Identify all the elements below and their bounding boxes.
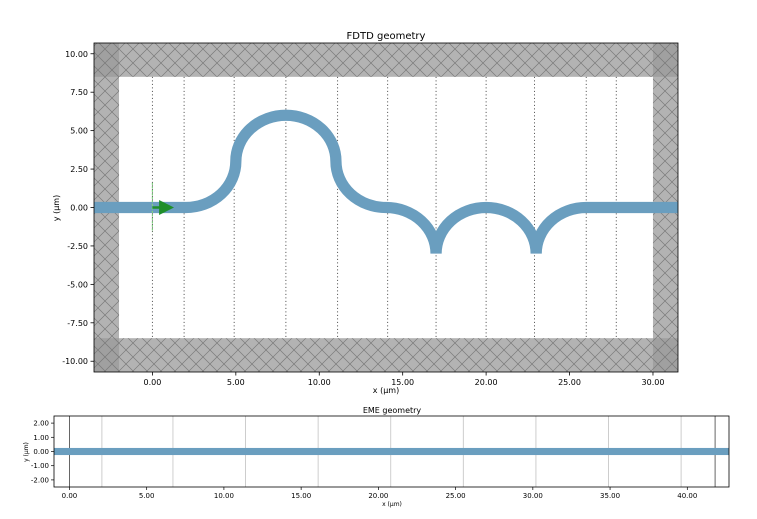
eme-y-ticks: 2.00 1.00 0.00 -1.00 -2.00 — [31, 420, 54, 484]
fdtd-ytick-label: -7.50 — [67, 319, 88, 328]
fdtd-ytick-label: 5.00 — [70, 127, 88, 136]
eme-x-ticks: 0.00 5.00 10.00 15.00 20.00 25.00 30.00 35.00 40… — [62, 487, 697, 500]
fdtd-xtick-label: 30.00 — [642, 378, 665, 387]
eme-xtick-label: 20.00 — [368, 492, 388, 500]
pml-top-hatch — [94, 43, 678, 77]
eme-xtick-label: 5.00 — [139, 492, 155, 500]
fdtd-xtick-label: 15.00 — [391, 378, 414, 387]
eme-xtick-label: 35.00 — [600, 492, 620, 500]
mode-source — [151, 182, 175, 233]
fdtd-ytick-label: 7.50 — [70, 88, 88, 97]
fdtd-plot: FDTD geometry 0.00 5.00 10.00 15.00 20.00 25.… — [52, 31, 679, 395]
eme-plot: EME geometry 0.00 5.00 10.00 15.00 20.00 25.0… — [23, 406, 730, 508]
monitor-planes — [151, 76, 617, 339]
eme-waveguide — [54, 447, 729, 456]
fdtd-ylabel: y (μm) — [52, 195, 61, 221]
pml-bottom-hatch — [94, 338, 678, 372]
eme-ytick-label: -2.00 — [31, 476, 49, 484]
eme-ylabel: y (μm) — [23, 442, 30, 462]
fdtd-ytick-label: 10.00 — [65, 50, 88, 59]
fdtd-xtick-label: 10.00 — [308, 378, 331, 387]
eme-ytick-label: -1.00 — [31, 462, 49, 470]
eme-xlabel: x (μm) — [382, 501, 402, 508]
eme-xtick-label: 25.00 — [446, 492, 466, 500]
eme-xtick-label: 10.00 — [214, 492, 234, 500]
fdtd-y-ticks: 10.00 7.50 5.00 2.50 0.00 -2.50 -5.00 -7.50 -10.… — [62, 50, 94, 366]
fdtd-ytick-label: 0.00 — [70, 204, 88, 213]
fdtd-title: FDTD geometry — [347, 31, 426, 42]
fdtd-xtick-label: 20.00 — [475, 378, 498, 387]
eme-xtick-label: 15.00 — [291, 492, 311, 500]
fdtd-plot-area — [94, 43, 678, 372]
fdtd-ytick-label: -10.00 — [62, 357, 88, 366]
pml-regions — [94, 43, 678, 372]
waveguide-path — [94, 109, 678, 254]
fdtd-xtick-label: 25.00 — [558, 378, 581, 387]
fdtd-ytick-label: 2.50 — [70, 165, 88, 174]
eme-ytick-label: 2.00 — [33, 420, 49, 428]
fdtd-x-ticks: 0.00 5.00 10.00 15.00 20.00 25.00 30.00 — [143, 372, 664, 387]
eme-xtick-label: 40.00 — [677, 492, 697, 500]
eme-plot-area — [54, 416, 729, 487]
eme-xtick-label: 30.00 — [523, 492, 543, 500]
fdtd-ytick-label: -5.00 — [67, 280, 88, 289]
fdtd-ytick-label: -2.50 — [67, 242, 88, 251]
eme-ytick-label: 0.00 — [33, 448, 49, 456]
eme-title: EME geometry — [363, 406, 422, 415]
eme-ytick-label: 1.00 — [33, 434, 49, 442]
eme-xtick-label: 0.00 — [62, 492, 78, 500]
fdtd-xtick-label: 5.00 — [227, 378, 245, 387]
fdtd-xtick-label: 0.00 — [143, 378, 161, 387]
fdtd-xlabel: x (μm) — [373, 386, 399, 395]
